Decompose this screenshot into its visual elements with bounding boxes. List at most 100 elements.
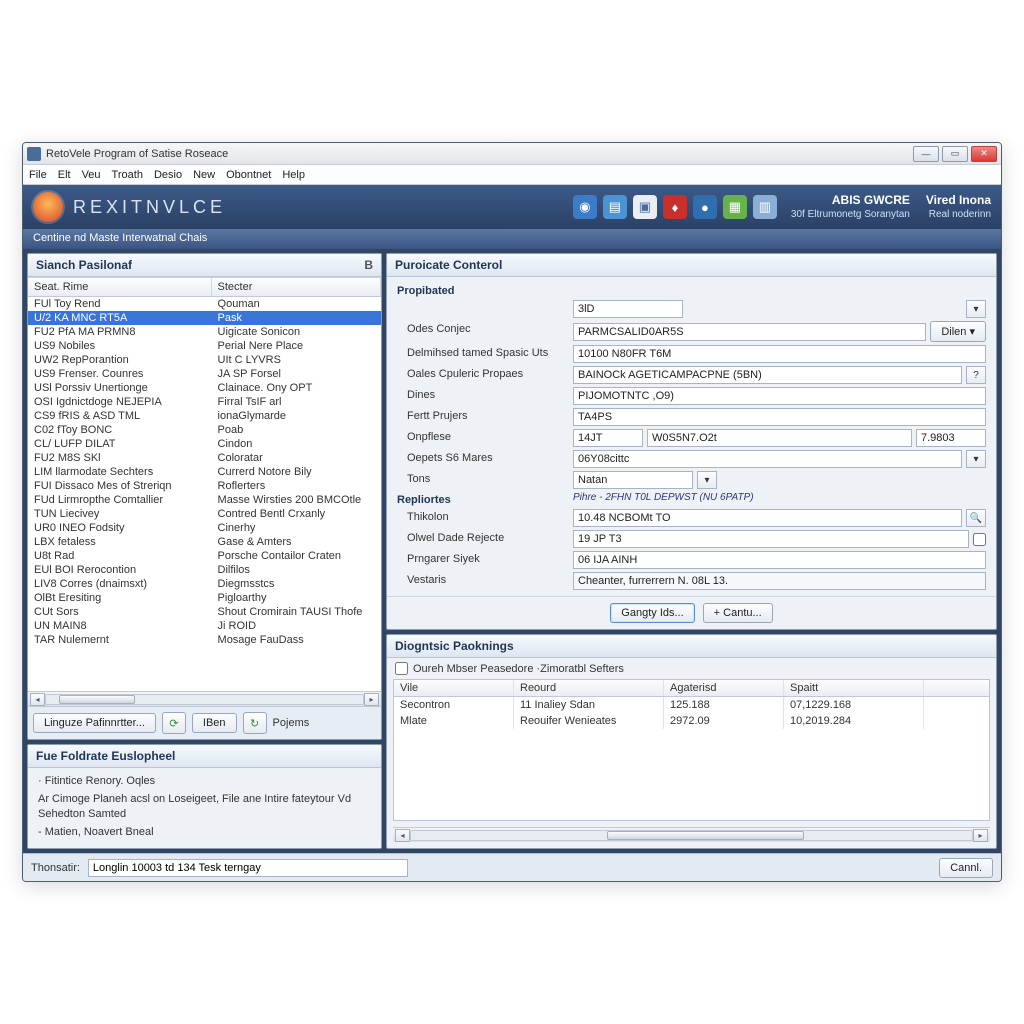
menu-item-troath[interactable]: Troath xyxy=(112,169,143,181)
form-input[interactable] xyxy=(573,408,986,426)
form-input[interactable] xyxy=(573,572,986,590)
form-input[interactable] xyxy=(573,387,986,405)
table-row[interactable]: EUl BOI RerocontionDilfilos xyxy=(28,563,381,577)
dropdown-button[interactable]: Dilen ▾ xyxy=(930,321,986,342)
form-input[interactable] xyxy=(573,323,926,341)
table-row[interactable]: FUd Lirmropthe ComtallierMasse Wirsties … xyxy=(28,493,381,507)
table-row[interactable]: UR0 INEO FodsityCinerhy xyxy=(28,521,381,535)
tons-dropdown-icon[interactable]: ▾ xyxy=(697,471,717,489)
form-input[interactable] xyxy=(647,429,912,447)
table-row[interactable]: LIV8 Corres (dnaimsxt)Diegmsstcs xyxy=(28,577,381,591)
scroll-left-icon[interactable]: ◂ xyxy=(30,693,45,706)
scroll-right-icon[interactable]: ▸ xyxy=(973,829,988,842)
params-button[interactable]: Linguze Pafinnrtter... xyxy=(33,713,156,733)
scroll-right-icon[interactable]: ▸ xyxy=(364,693,379,706)
form-input[interactable] xyxy=(573,551,986,569)
status-close-button[interactable]: Cannl. xyxy=(939,858,993,878)
ben-button[interactable]: IBen xyxy=(192,713,237,733)
shield-icon[interactable]: ♦ xyxy=(663,195,687,219)
form-grid: Propibated▾Odes ConjecDilen ▾Delmihsed t… xyxy=(387,277,996,596)
diag-row[interactable]: Secontron11 Inaliey Sdan125.18807,1229.1… xyxy=(394,697,989,713)
menu-item-desio[interactable]: Desio xyxy=(154,169,182,181)
search-icon[interactable]: 🔍 xyxy=(966,509,986,527)
table-row[interactable]: U/2 KA MNC RT5APask xyxy=(28,311,381,325)
table-row[interactable]: FU2 M8S SKlColoratar xyxy=(28,451,381,465)
form-input[interactable] xyxy=(573,429,643,447)
table-row[interactable]: FU2 PfA MA PRMN8Uigicate Sonicon xyxy=(28,325,381,339)
diag-row[interactable]: MlateReouifer Wenieates2972.0910,2019.28… xyxy=(394,713,989,729)
diag-hscroll[interactable]: ◂ ▸ xyxy=(393,827,990,842)
extra-dropdown-button[interactable]: ▾ xyxy=(966,300,986,318)
gangty-button[interactable]: Gangty Ids... xyxy=(610,603,694,623)
col-header-a[interactable]: Seat. Rime xyxy=(28,278,212,296)
status-input[interactable] xyxy=(88,859,408,877)
form-input[interactable] xyxy=(573,300,683,318)
sheet-icon[interactable]: ▥ xyxy=(753,195,777,219)
bag-icon[interactable]: ▣ xyxy=(633,195,657,219)
dropdown-icon[interactable]: ▾ xyxy=(966,450,986,468)
table-row[interactable]: CUt SorsShout Cromirain TAUSI Thofe xyxy=(28,605,381,619)
diag-col-2[interactable]: Reourd xyxy=(514,680,664,696)
globe-icon[interactable]: ◉ xyxy=(573,195,597,219)
field-label: Vestaris xyxy=(397,572,567,590)
table-row[interactable]: USl Porssiv UnertiongeClainace. Ony OPT xyxy=(28,381,381,395)
brand-bar: REXITNVLCE ◉▤▣♦●▦▥ ABIS GWCRE 30f Eltrum… xyxy=(23,185,1001,229)
form-input[interactable] xyxy=(573,345,986,363)
form-input[interactable] xyxy=(573,509,962,527)
menu-item-elt[interactable]: Elt xyxy=(58,169,71,181)
form-input[interactable] xyxy=(916,429,986,447)
table-row[interactable]: US9 NobilesPerial Nere Place xyxy=(28,339,381,353)
diag-col-4[interactable]: Spaitt xyxy=(784,680,924,696)
table-row[interactable]: OSI Igdnictdoge NEJEPIAFirral TsIF arl xyxy=(28,395,381,409)
table-row[interactable]: FUl Toy RendQouman xyxy=(28,297,381,311)
help-icon[interactable]: ? xyxy=(966,366,986,384)
cantu-button[interactable]: + Cantu... xyxy=(703,603,773,623)
table-row[interactable]: UN MAIN8Ji ROID xyxy=(28,619,381,633)
page-icon[interactable]: ▤ xyxy=(603,195,627,219)
work-area: Sianch Pasilonaf B Seat. Rime Stecter FU… xyxy=(23,249,1001,853)
table-row[interactable]: LBX fetalessGase & Amters xyxy=(28,535,381,549)
table-row[interactable]: C02 fToy BONCPoab xyxy=(28,423,381,437)
table-row[interactable]: US9 Frenser. CounresJA SP Forsel xyxy=(28,367,381,381)
table-row[interactable]: LIM llarmodate SechtersCurrerd Notore Bi… xyxy=(28,465,381,479)
menu-item-veu[interactable]: Veu xyxy=(82,169,101,181)
menu-item-new[interactable]: New xyxy=(193,169,215,181)
col-header-b[interactable]: Stecter xyxy=(212,278,381,296)
sync-icon[interactable]: ↻ xyxy=(243,712,267,734)
maximize-button[interactable]: ▭ xyxy=(942,146,968,162)
form-button-row: Gangty Ids... + Cantu... xyxy=(387,596,996,629)
diag-filter-checkbox[interactable] xyxy=(395,662,408,675)
diag-table-head: Vile Reourd Agaterisd Spaitt xyxy=(394,680,989,697)
table-row[interactable]: CS9 fRIS & ASD TMLionaGlymarde xyxy=(28,409,381,423)
table-row[interactable]: FUI Dissaco Mes of StreriqnRoflerters xyxy=(28,479,381,493)
form-input[interactable] xyxy=(573,530,969,548)
table-row[interactable]: U8t RadPorsche Contailor Craten xyxy=(28,549,381,563)
table-row[interactable]: TUN LieciveyContred Bentl Crxanly xyxy=(28,507,381,521)
reject-checkbox[interactable] xyxy=(973,533,986,546)
form-input[interactable] xyxy=(573,450,962,468)
menu-item-obontnet[interactable]: Obontnet xyxy=(226,169,271,181)
projects-label[interactable]: Pojems xyxy=(273,717,310,729)
refresh-icon[interactable]: ⟳ xyxy=(162,712,186,734)
search-panel-header: Sianch Pasilonaf B xyxy=(28,254,381,277)
table-row[interactable]: TAR NulemerntMosage FauDass xyxy=(28,633,381,647)
table-row[interactable]: OlBt EresitingPigloarthy xyxy=(28,591,381,605)
form-input[interactable] xyxy=(573,366,962,384)
minimize-button[interactable]: — xyxy=(913,146,939,162)
brand-logo-icon xyxy=(33,192,63,222)
menu-item-file[interactable]: File xyxy=(29,169,47,181)
world-icon[interactable]: ● xyxy=(693,195,717,219)
section-label: Repliortes xyxy=(397,494,567,506)
close-button[interactable]: ✕ xyxy=(971,146,997,162)
field-label: Fertt Prujers xyxy=(397,408,567,426)
menu-item-help[interactable]: Help xyxy=(282,169,305,181)
notes-content: · Fitintice Renory. OqlesAr Cimoge Plane… xyxy=(28,768,381,848)
scroll-left-icon[interactable]: ◂ xyxy=(395,829,410,842)
table-row[interactable]: UW2 RepPorantionUIt C LYVRS xyxy=(28,353,381,367)
search-hscroll[interactable]: ◂ ▸ xyxy=(28,691,381,706)
table-row[interactable]: CL/ LUFP DILATCindon xyxy=(28,437,381,451)
diag-col-1[interactable]: Vile xyxy=(394,680,514,696)
diag-col-3[interactable]: Agaterisd xyxy=(664,680,784,696)
form-input[interactable] xyxy=(573,471,693,489)
note-icon[interactable]: ▦ xyxy=(723,195,747,219)
